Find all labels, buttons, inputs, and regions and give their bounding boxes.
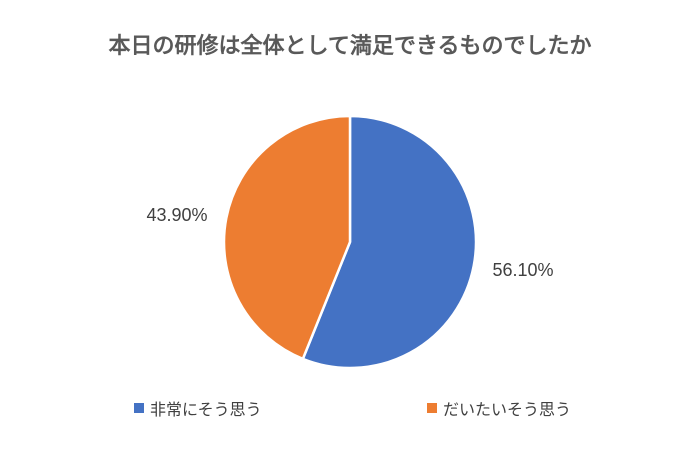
data-label-very-agree: 56.10%: [492, 260, 553, 280]
legend-swatch-very-agree: [134, 403, 144, 413]
data-label-mostly-agree: 43.90%: [146, 205, 207, 225]
slice-very-agree: [301, 114, 478, 370]
legend-item-mostly-agree: だいたいそう思う: [427, 396, 571, 420]
legend: 非常にそう思う だいたいそう思う: [0, 396, 700, 426]
legend-swatch-mostly-agree: [427, 403, 437, 413]
chart-title: 本日の研修は全体として満足できるものでしたか: [108, 34, 592, 59]
slice-mostly-agree: [222, 114, 352, 361]
legend-label-mostly-agree: だいたいそう思う: [443, 400, 572, 419]
legend-label-very-agree: 非常にそう思う: [150, 400, 262, 419]
legend-item-very-agree: 非常にそう思う: [134, 396, 262, 420]
